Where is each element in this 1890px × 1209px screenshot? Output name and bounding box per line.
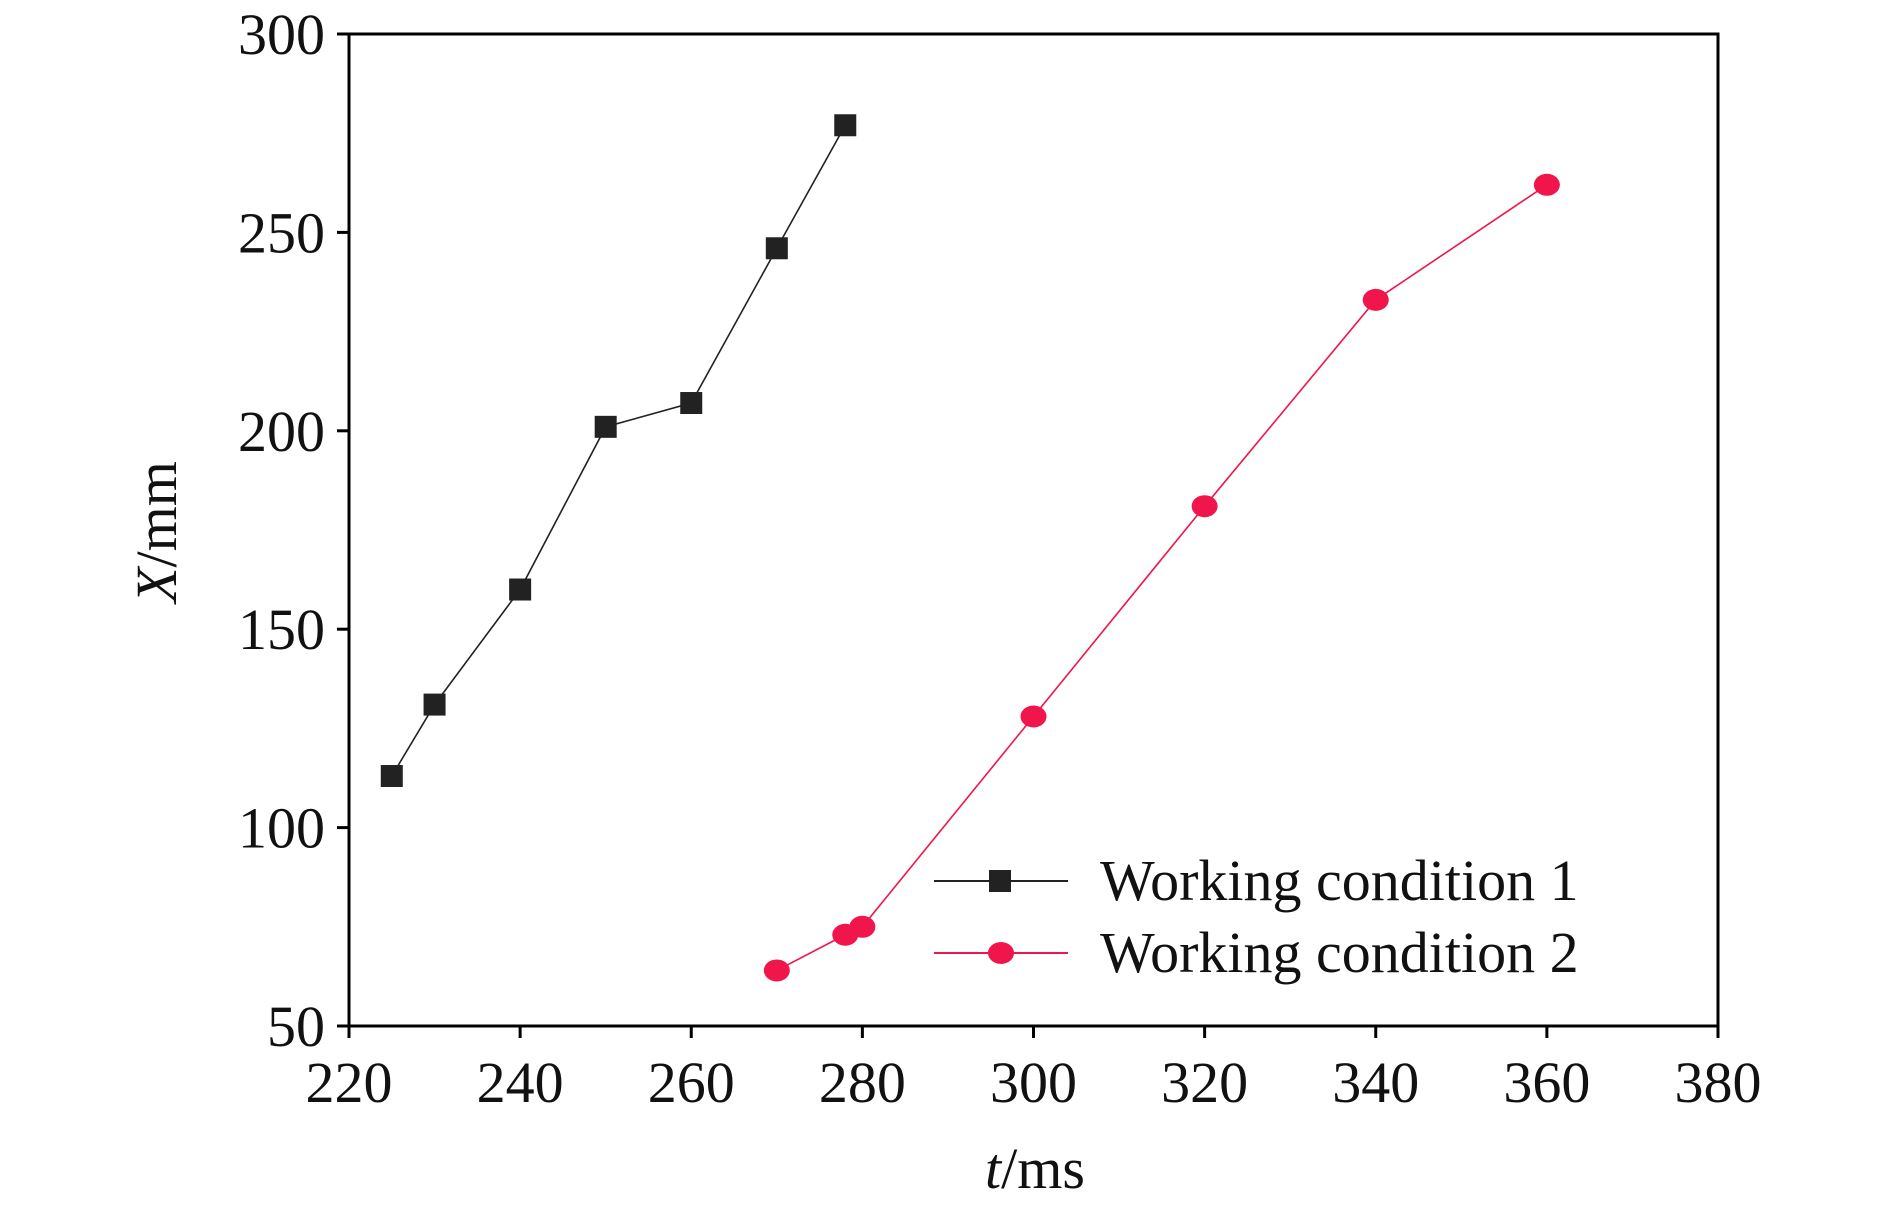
- data-point-circle: [1533, 173, 1560, 196]
- data-point-circle: [763, 959, 790, 982]
- data-point-square: [834, 114, 857, 137]
- y-tick-label: 100: [238, 796, 325, 861]
- data-point-square: [423, 693, 446, 716]
- y-tick-label: 250: [238, 200, 325, 265]
- data-point-square: [594, 415, 617, 438]
- y-tick-label: 200: [238, 399, 325, 464]
- x-tick-label: 220: [306, 1050, 393, 1115]
- x-tick-label: 320: [1161, 1050, 1248, 1115]
- x-tick-label: 260: [648, 1050, 735, 1115]
- legend: Working condition 1 Working condition 2: [934, 848, 1579, 985]
- data-point-circle: [849, 915, 876, 938]
- data-point-circle: [1191, 495, 1218, 518]
- y-axis-label: X/mm: [124, 461, 189, 605]
- x-axis-label: t/ms: [985, 1136, 1085, 1201]
- y-tick-label: 150: [238, 597, 325, 662]
- x-tick-label: 280: [819, 1050, 906, 1115]
- data-point-circle: [1020, 705, 1047, 728]
- series-working-condition-2: [763, 173, 1560, 982]
- legend-label-working-condition-2: Working condition 2: [1100, 920, 1579, 985]
- x-tick-label: 240: [477, 1050, 564, 1115]
- legend-marker-square: [989, 870, 1011, 892]
- data-point-square: [680, 392, 703, 415]
- axis-ticks: 220 240 260 280 300 320 340 360 380 50 100 150 200 25…: [238, 2, 1762, 1115]
- data-point-square: [509, 578, 532, 601]
- y-tick-label: 300: [238, 2, 325, 67]
- legend-label-working-condition-1: Working condition 1: [1100, 848, 1579, 913]
- legend-item-working-condition-1: Working condition 1: [934, 848, 1579, 913]
- x-axis-symbol: t: [985, 1136, 1003, 1201]
- x-axis-unit: /ms: [1001, 1136, 1085, 1201]
- x-tick-label: 340: [1332, 1050, 1419, 1115]
- legend-marker-circle: [988, 942, 1014, 964]
- series-layer: [380, 114, 1560, 982]
- series-line-working-condition-1: [391, 124, 846, 777]
- y-tick-label: 50: [267, 994, 325, 1059]
- legend-item-working-condition-2: Working condition 2: [934, 920, 1579, 985]
- data-point-square: [765, 237, 788, 260]
- series-working-condition-1: [380, 114, 857, 788]
- x-tick-label: 380: [1675, 1050, 1762, 1115]
- x-tick-label: 360: [1503, 1050, 1590, 1115]
- data-point-circle: [1362, 288, 1389, 311]
- y-axis-unit: /mm: [124, 461, 189, 567]
- data-point-square: [380, 765, 403, 788]
- y-axis-symbol: X: [124, 565, 189, 605]
- x-tick-label: 300: [990, 1050, 1077, 1115]
